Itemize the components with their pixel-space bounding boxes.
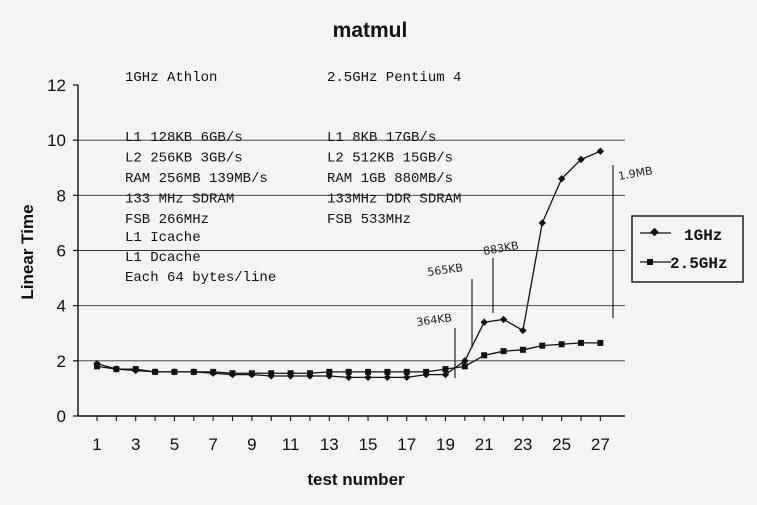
point-2-5ghz — [152, 368, 159, 375]
gridlines — [78, 139, 625, 362]
point-1ghz — [364, 373, 372, 382]
y-tick-label: 12 — [47, 76, 66, 95]
right-spec-line: L2 512KB 15GB/s — [327, 151, 453, 167]
x-tick-label: 13 — [320, 435, 339, 454]
x-tick-label: 19 — [436, 435, 455, 454]
point-1ghz — [461, 357, 469, 365]
point-2-5ghz — [229, 370, 236, 377]
cache-spec-line: L1 Dcache — [125, 250, 201, 266]
y-tick-label: 8 — [57, 186, 66, 205]
y-tick-label: 2 — [57, 352, 66, 371]
point-2-5ghz — [287, 370, 294, 377]
point-1ghz — [480, 318, 488, 326]
annotation-label: 364KB — [416, 311, 453, 329]
point-1ghz — [557, 175, 566, 183]
point-2-5ghz — [519, 346, 526, 353]
annotations: 364KB 565KB 883KB 1.9MB — [416, 164, 654, 378]
left-spec-line: FSB 266MHz — [125, 212, 209, 228]
point-2-5ghz — [190, 368, 197, 375]
point-2-5ghz — [481, 352, 488, 359]
y-tick-labels: 0 2 4 6 8 10 12 — [47, 76, 66, 426]
point-1ghz — [345, 373, 353, 382]
point-2-5ghz — [94, 363, 100, 370]
x-tick-label: 3 — [131, 435, 140, 454]
left-spec-line: L2 256KB 3GB/s — [125, 151, 243, 167]
point-1ghz — [499, 315, 508, 324]
legend-marker-2-5ghz — [647, 259, 653, 265]
point-1ghz — [577, 155, 585, 164]
point-2-5ghz — [268, 370, 275, 377]
y-tick-label: 10 — [47, 131, 66, 150]
point-2-5ghz — [113, 366, 120, 373]
spec-block: 1GHz Athlon 2.5GHz Pentium 4 L1 128KB 6G… — [125, 70, 461, 286]
left-spec-line: L1 128KB 6GB/s — [125, 130, 243, 146]
legend: 1GHz 2.5GHz — [631, 215, 744, 283]
y-axis-label: Linear Time — [18, 204, 37, 299]
point-1ghz — [383, 373, 392, 382]
x-tick-label: 1 — [92, 435, 101, 454]
y-tick-label: 6 — [57, 242, 66, 261]
point-2-5ghz — [597, 339, 604, 346]
annotation-label: 565KB — [427, 261, 464, 279]
x-tick-label: 11 — [282, 435, 300, 454]
right-spec-line: RAM 1GB 880MB/s — [327, 171, 453, 187]
x-tick-label: 23 — [513, 435, 532, 454]
x-axis-label: test number — [307, 470, 405, 489]
point-2-5ghz — [326, 368, 333, 375]
point-2-5ghz — [306, 370, 313, 377]
left-spec-line: RAM 256MB 139MB/s — [125, 171, 268, 187]
x-tick-label: 27 — [591, 435, 610, 454]
legend-box — [631, 215, 744, 283]
point-2-5ghz — [132, 366, 139, 373]
right-spec-lines: L1 8KB 17GB/s L2 512KB 15GB/s RAM 1GB 880M… — [327, 130, 461, 228]
legend-label-2-5ghz: 2.5GHz — [670, 255, 728, 273]
annotation-label: 1.9MB — [617, 164, 653, 183]
right-spec-line: L1 8KB 17GB/s — [327, 130, 436, 146]
point-2-5ghz — [461, 363, 468, 370]
right-spec-title: 2.5GHz Pentium 4 — [327, 70, 461, 86]
right-spec-line: FSB 533MHz — [327, 212, 411, 228]
point-2-5ghz — [403, 368, 410, 375]
point-2-5ghz — [500, 348, 507, 355]
axes — [73, 84, 625, 421]
point-2-5ghz — [365, 368, 372, 375]
x-tick-label: 9 — [247, 435, 256, 454]
cache-spec-lines: L1 Icache L1 Dcache Each 64 bytes/line — [125, 230, 276, 286]
cache-spec-line: Each 64 bytes/line — [125, 270, 276, 286]
point-2-5ghz — [345, 368, 352, 375]
point-1ghz — [519, 326, 527, 335]
point-1ghz — [441, 370, 450, 379]
right-spec-line: 133MHz DDR SDRAM — [327, 192, 461, 208]
y-tick-label: 4 — [57, 297, 66, 316]
legend-marker-1ghz — [650, 227, 659, 237]
point-2-5ghz — [210, 368, 217, 375]
x-tick-labels: 1 3 5 7 9 11 13 15 17 19 21 23 25 27 — [92, 435, 610, 454]
x-tick-label: 15 — [359, 435, 378, 454]
left-spec-lines: L1 128KB 6GB/s L2 256KB 3GB/s RAM 256MB 13… — [125, 130, 268, 228]
point-2-5ghz — [442, 366, 449, 373]
point-2-5ghz — [171, 368, 178, 375]
point-1ghz — [596, 147, 605, 155]
annotation-label: 883KB — [482, 239, 519, 258]
point-2-5ghz — [558, 341, 565, 348]
x-tick-label: 5 — [170, 435, 179, 454]
left-spec-title: 1GHz Athlon — [125, 70, 217, 86]
point-2-5ghz — [578, 339, 584, 346]
cache-spec-line: L1 Icache — [125, 230, 201, 246]
y-tick-label: 0 — [57, 407, 66, 426]
chart-title: matmul — [333, 19, 408, 42]
x-tick-label: 17 — [397, 435, 416, 454]
point-2-5ghz — [423, 368, 430, 375]
point-2-5ghz — [539, 342, 546, 349]
x-tick-label: 25 — [552, 435, 571, 454]
legend-label-1ghz: 1GHz — [684, 227, 722, 245]
point-1ghz — [403, 373, 411, 382]
point-2-5ghz — [248, 370, 255, 377]
x-tick-label: 7 — [208, 435, 217, 454]
left-spec-line: 133 MHz SDRAM — [125, 192, 234, 208]
x-tick-label: 21 — [475, 435, 494, 454]
point-2-5ghz — [384, 368, 391, 375]
point-1ghz — [538, 219, 546, 227]
